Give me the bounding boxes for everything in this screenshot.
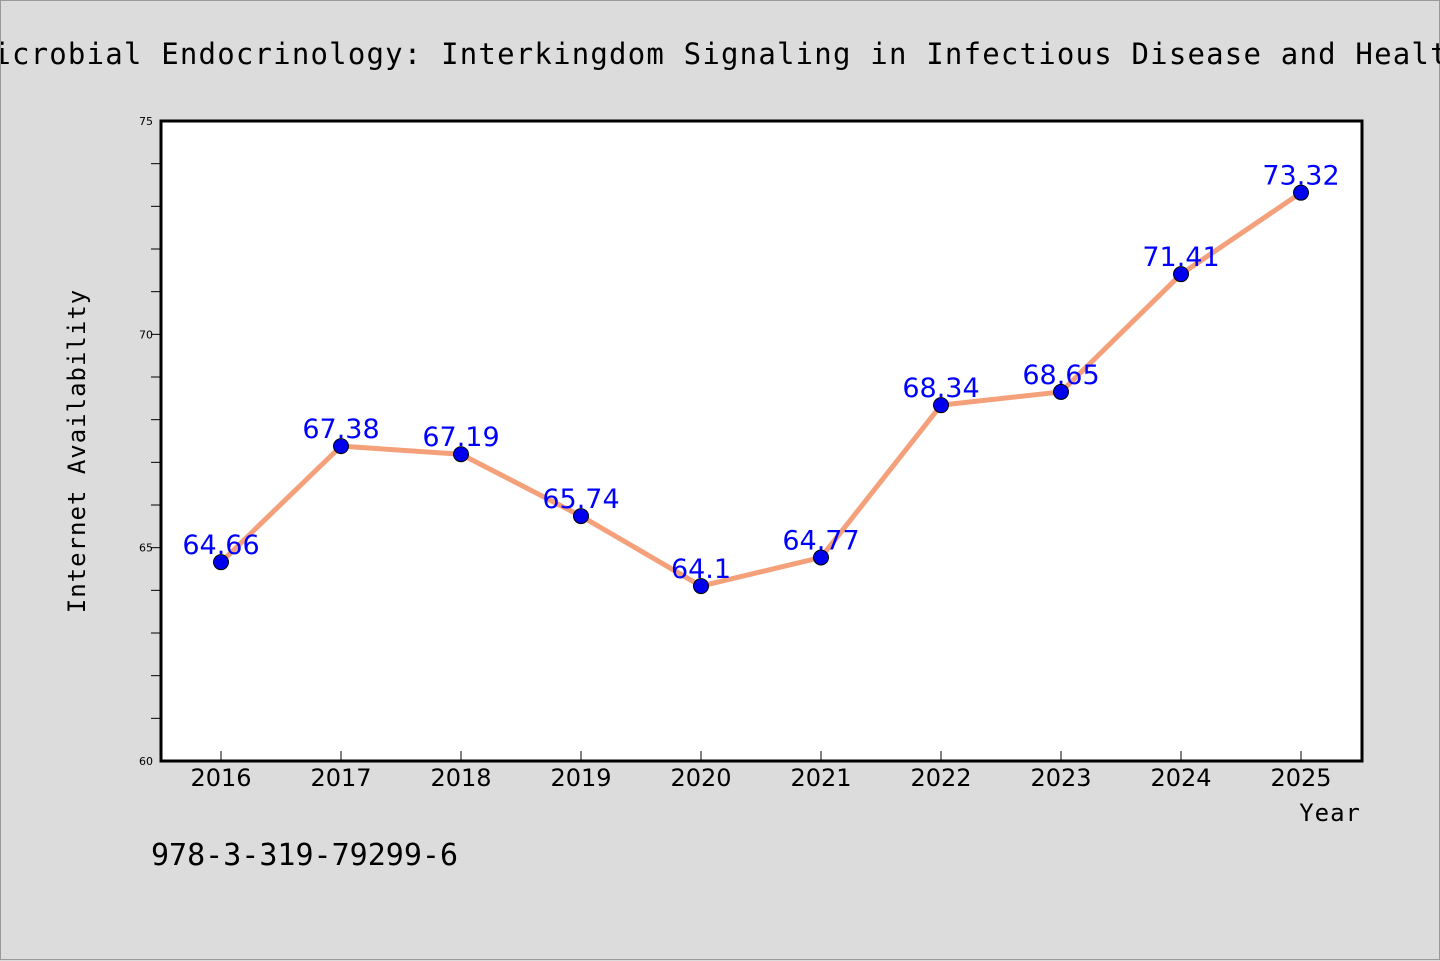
y-axis-tick-label: 60 [139,755,153,768]
x-axis-tick-label: 2021 [790,764,851,792]
isbn-annotation: 978-3-319-79299-6 [151,838,458,873]
data-label: 68.34 [902,373,979,404]
data-point [573,508,589,525]
y-axis-tick-labels: 60 65 70 75 [139,115,153,768]
data-point [933,397,949,414]
data-label: 67.38 [302,414,379,445]
data-label: 67.19 [422,422,499,453]
x-axis-tick-label: 2019 [550,764,611,792]
y-axis-tick-label: 65 [139,542,153,555]
data-label: 65.74 [542,484,619,515]
x-axis-tick-label: 2017 [310,764,371,792]
x-axis-tick-label: 2020 [670,764,731,792]
x-axis-label: Year [1299,799,1361,827]
data-point [1173,266,1189,283]
data-point [1293,184,1309,201]
y-axis-tick-label: 70 [139,328,153,341]
y-axis-label: Internet Availability [63,289,91,613]
data-labels: 64.66 67.38 67.19 65.74 64.1 64.77 68.34 68.65 7… [182,161,1339,585]
data-label: 73.32 [1262,161,1339,192]
x-axis-tick-label: 2016 [190,764,251,792]
data-point [1053,383,1069,400]
data-label: 71.41 [1142,242,1219,273]
plot-area [159,119,1364,763]
data-point [453,446,469,463]
data-label: 68.65 [1022,360,1099,391]
x-axis-ticks [220,751,1302,761]
x-axis-tick-label: 2023 [1030,764,1091,792]
data-label: 64.1 [671,554,731,585]
data-label: 64.77 [782,525,859,556]
x-axis-tick-label: 2018 [430,764,491,792]
y-axis-tick-label: 75 [139,115,153,128]
x-axis-tick-label: 2022 [910,764,971,792]
x-axis-tick-label: 2024 [1150,764,1211,792]
chart-title: Microbial Endocrinology: Interkingdom Si… [1,37,1440,71]
data-markers [213,184,1309,595]
y-axis-minor-ticks [151,163,161,719]
x-axis-tick-label: 2025 [1270,764,1331,792]
data-point [813,549,829,566]
data-label: 64.66 [182,530,259,561]
data-point [213,554,229,571]
data-point [333,438,349,455]
data-point [693,578,709,595]
series-line [218,190,1304,589]
x-axis-tick-labels: 2016 2017 2018 2019 2020 2021 2022 2023 2024 2025 [190,764,1331,792]
